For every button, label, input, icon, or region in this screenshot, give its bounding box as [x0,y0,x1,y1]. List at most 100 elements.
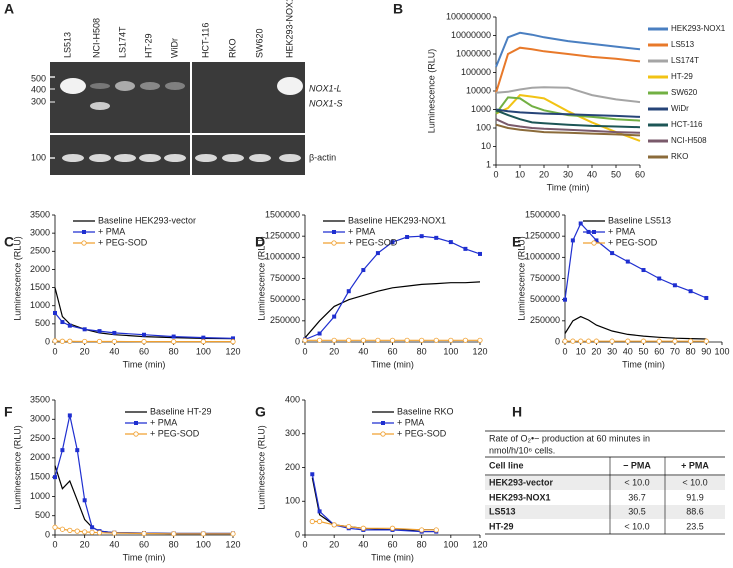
y-tick-label: 1250000 [265,231,300,241]
marker [141,339,147,345]
y-tick-label: 750000 [270,273,300,283]
y-tick-label: 300 [285,428,300,438]
x-tick-label: 120 [225,539,240,549]
y-tick-label: 1000000 [456,48,491,58]
panel-label: G [255,404,266,420]
y-tick-label: 1500 [30,472,50,482]
x-tick-label: 20 [591,346,601,356]
marker [389,525,396,531]
legend-label: + PMA [397,417,424,427]
table-cell: HEK293-vector [489,477,554,487]
x-tick-label: 0 [493,169,498,179]
y-axis-title: Luminescence (RLU) [12,236,22,321]
marker [463,246,468,251]
legend-label: WiDr [671,104,689,113]
series-line [564,315,707,340]
marker [562,338,568,344]
table-cell: 23.5 [686,521,704,531]
ladder [50,101,55,103]
y-axis-title: Luminescence (RLU) [426,49,436,134]
series-line [495,96,641,122]
marker [433,527,439,533]
marker [657,276,662,281]
band [139,154,161,162]
marker [111,530,117,536]
y-tick-label: 2000 [30,264,50,274]
marker [448,337,454,343]
series-line [304,281,481,339]
marker [52,524,58,530]
y-tick-label: 0 [295,529,300,539]
marker [82,338,88,345]
panel-label: D [255,234,265,250]
band-label: NOX1-S [309,98,343,108]
marker [610,251,615,256]
x-tick-label: 60 [139,346,149,356]
x-tick-label: 100 [443,539,458,549]
marker [346,289,351,294]
series-line [495,31,641,68]
series-line [495,108,641,118]
y-tick-label: 250000 [270,315,300,325]
band [114,154,136,162]
marker [201,335,206,340]
band [195,154,217,162]
x-tick-label: 60 [654,346,664,356]
x-tick-label: 80 [417,539,427,549]
marker [171,339,177,345]
marker [346,523,352,530]
series-line [311,474,437,533]
legend-label: Baseline LS513 [608,215,671,225]
legend-label: + PEG-SOD [348,237,398,247]
legend-label: NCI-H508 [671,136,707,145]
marker [375,251,380,256]
x-axis-title: Time (min) [547,182,590,192]
marker [419,234,424,239]
x-tick-label: 50 [611,169,621,179]
x-tick-label: 0 [52,346,57,356]
band [279,154,301,162]
series-line [54,287,234,340]
y-tick-label: 1000 [30,491,50,501]
ladder [50,76,55,78]
size-label: 400 [31,84,46,94]
marker [704,295,709,300]
x-tick-label: 0 [562,346,567,356]
panel-label: H [512,404,522,420]
x-tick-label: 30 [607,346,617,356]
panel-label: A [4,1,14,17]
series-line [54,312,234,339]
marker [82,327,87,332]
x-tick-label: 100 [443,346,458,356]
table-caption: Rate of O₂•− production at 60 minutes in [489,433,650,443]
legend-label: + PEG-SOD [150,428,200,438]
marker [563,297,567,302]
y-tick-label: 0 [555,336,560,346]
marker [133,431,139,437]
x-tick-label: 80 [686,346,696,356]
x-tick-label: 0 [52,539,57,549]
table-cell: 88.6 [686,506,704,516]
marker [82,529,88,535]
y-tick-label: 1500000 [265,209,300,219]
marker [433,337,439,343]
marker [592,230,596,234]
legend-label: HT-29 [671,72,693,81]
table-cell: < 10.0 [624,477,649,487]
marker [331,337,337,343]
x-tick-label: 0 [302,539,307,549]
y-tick-label: 500 [35,510,50,520]
x-tick-label: 40 [358,539,368,549]
y-tick-label: 3500 [30,209,50,219]
panel-label: B [393,1,403,17]
band [62,154,84,162]
band-label: NOX1-L [309,83,342,93]
y-tick-label: 3500 [30,394,50,404]
table-cell: LS513 [489,506,516,516]
x-tick-label: 40 [358,346,368,356]
lane-label: HCT-116 [200,23,210,58]
gel [50,62,305,175]
legend-label: HEK293-NOX1 [671,24,726,33]
x-tick-label: 10 [576,346,586,356]
marker [419,527,425,533]
